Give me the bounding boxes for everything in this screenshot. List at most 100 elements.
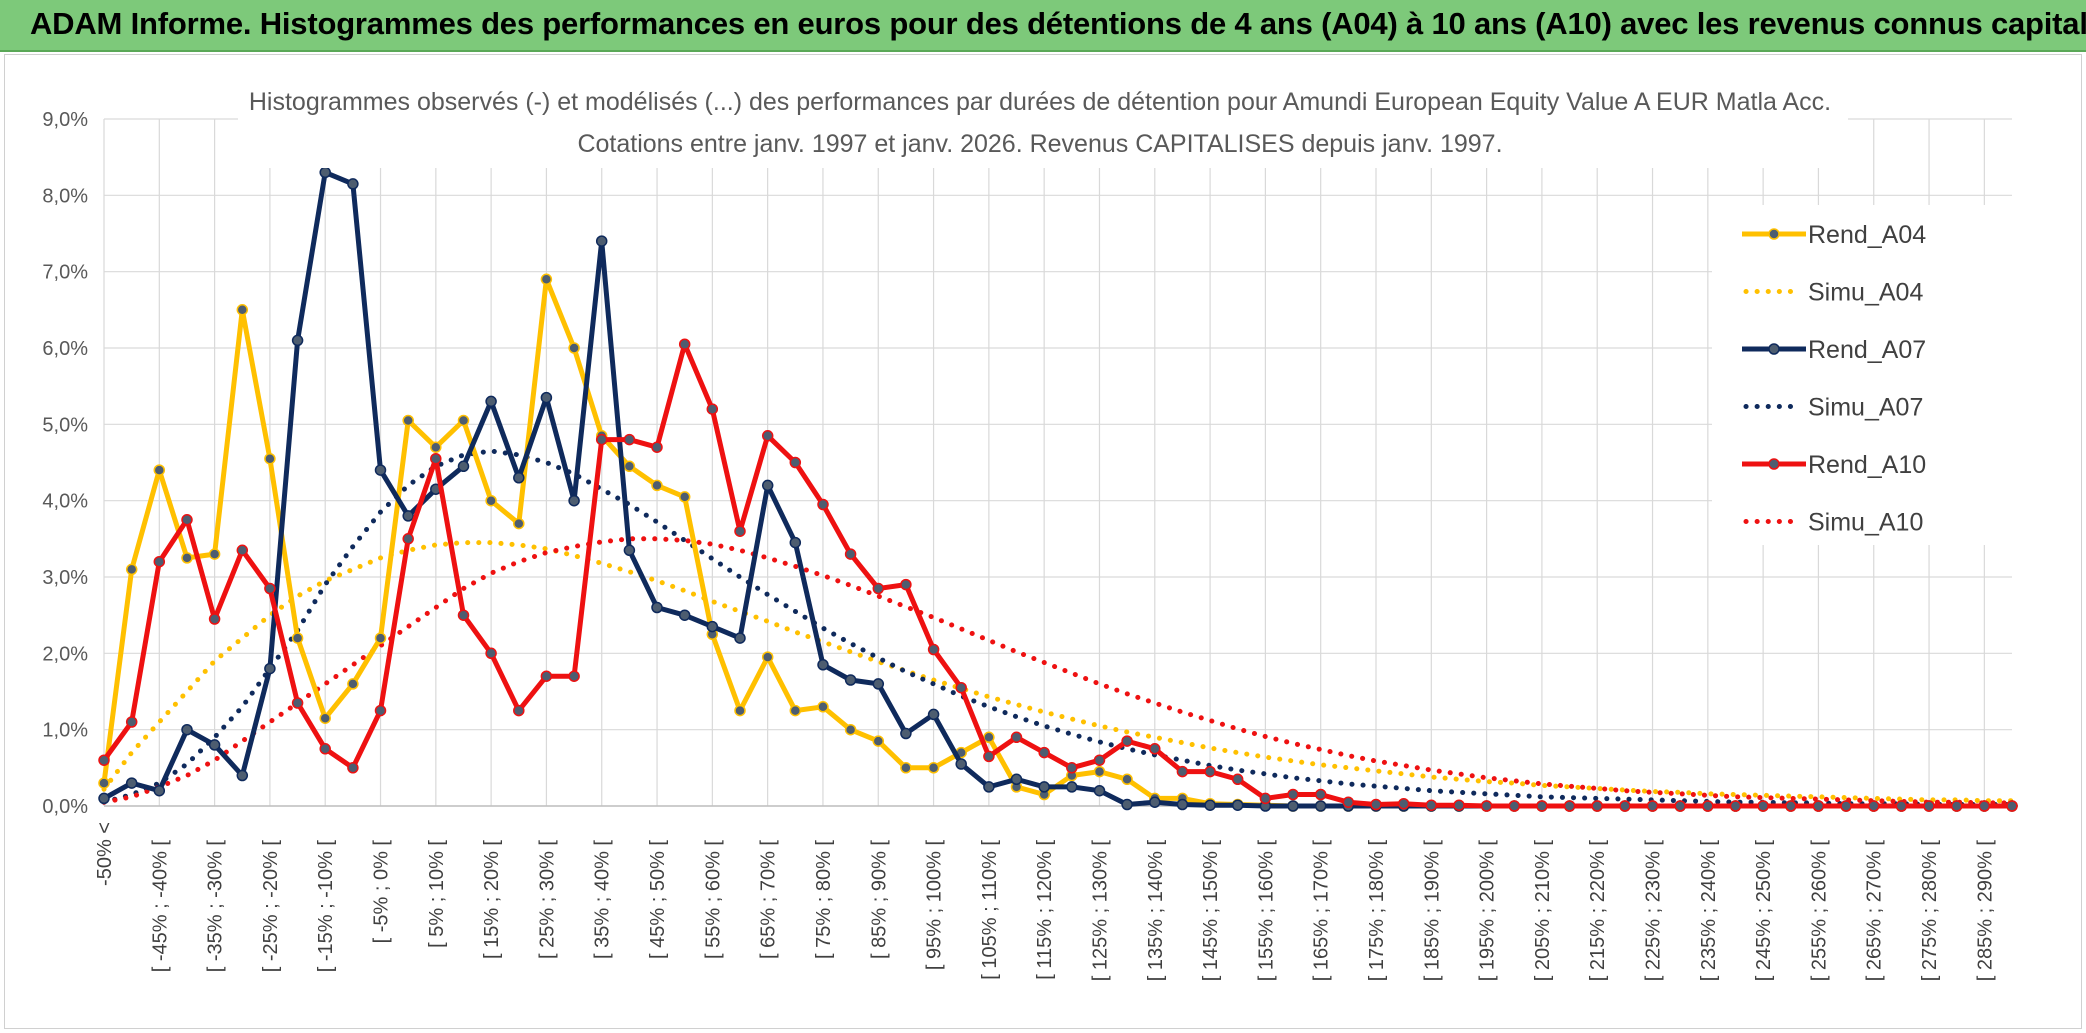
data-point — [872, 735, 885, 747]
data-point — [983, 750, 995, 763]
data-point — [1066, 762, 1078, 774]
x-tick-label: [ 225% ; 230% [ — [1643, 840, 1665, 982]
x-axis-ticks: -50% < [ -45% ; -40% [[ -35% ; -30% [[ -2… — [94, 822, 1996, 981]
y-tick-label: 9,0% — [42, 109, 88, 131]
data-point — [1038, 746, 1050, 759]
legend-entry-rend-a07: Rend_A07 — [1742, 336, 1926, 364]
x-tick-label: [ 25% ; 30% [ — [536, 840, 558, 959]
data-point — [1812, 800, 1825, 812]
y-tick-label: 6,0% — [42, 338, 88, 360]
report-title: ADAM Informe. Histogrammes des performan… — [30, 6, 2086, 41]
x-tick-label: [ 145% ; 150% [ — [1200, 840, 1222, 982]
legend-label: Simu_A07 — [1808, 394, 1923, 422]
series-line — [101, 536, 2015, 806]
y-tick-label: 2,0% — [42, 643, 88, 665]
data-point — [98, 754, 110, 766]
x-tick-label: [ 205% ; 210% [ — [1532, 840, 1554, 982]
data-point — [678, 491, 691, 503]
data-point — [1287, 800, 1299, 812]
legend-entry-rend-a04: Rend_A04 — [1742, 221, 1926, 249]
data-point — [1259, 792, 1272, 805]
data-point — [623, 433, 636, 446]
data-point — [1176, 798, 1189, 811]
data-point — [1674, 800, 1686, 812]
data-point — [402, 533, 414, 545]
series-line — [101, 540, 2015, 804]
data-point — [485, 647, 497, 660]
x-tick-label: [ 35% ; 40% [ — [592, 840, 614, 959]
legend-label: Rend_A10 — [1808, 451, 1926, 479]
y-tick-label: 7,0% — [42, 262, 88, 284]
legend-entry-simu-a04: Simu_A04 — [1743, 279, 1923, 307]
data-point — [651, 441, 663, 453]
y-tick-label: 8,0% — [42, 185, 88, 207]
data-point — [900, 762, 912, 774]
data-point — [1923, 800, 1935, 812]
x-tick-label: [ 245% ; 250% [ — [1753, 840, 1775, 982]
data-point — [1978, 800, 1991, 812]
series-line — [101, 448, 2015, 807]
data-point — [513, 472, 525, 484]
y-axis-ticks: 0,0% 1,0% 2,0% 3,0% 4,0% 5,0% 6,0% 7,0% 8,0% 9,0% — [42, 109, 88, 818]
data-point — [1231, 799, 1244, 811]
data-point — [844, 674, 857, 686]
legend: Rend_A04 Simu_A04 Rend_A07 Simu_A07 Rend_A10… — [1712, 205, 2012, 545]
x-tick-label: [ 135% ; 140% [ — [1145, 840, 1167, 982]
data-point — [153, 784, 166, 797]
x-tick-label: [ 255% ; 260% [ — [1808, 840, 1830, 982]
data-point — [1453, 799, 1465, 811]
x-tick-label: [ 85% ; 90% [ — [868, 840, 890, 959]
data-point — [291, 697, 304, 709]
data-point — [485, 395, 497, 408]
data-point — [125, 563, 138, 576]
data-point — [927, 643, 940, 656]
data-point — [983, 781, 995, 793]
legend-marker — [1768, 228, 1780, 240]
data-point — [1729, 800, 1742, 812]
data-point — [208, 548, 221, 560]
x-tick-label: [ 155% ; 160% [ — [1255, 840, 1277, 982]
data-point — [181, 514, 193, 526]
data-point — [1702, 800, 1714, 812]
x-tick-label: [ 5% ; 10% [ — [426, 840, 448, 948]
data-point — [872, 582, 885, 595]
data-point — [789, 456, 802, 469]
data-point — [1010, 731, 1023, 744]
data-point — [872, 678, 885, 690]
legend-label: Rend_A07 — [1808, 336, 1926, 364]
data-point — [402, 510, 414, 522]
data-point — [817, 498, 829, 511]
x-tick-label: [ 285% ; 290% [ — [1974, 840, 1996, 982]
x-tick-label: [ 115% ; 120% [ — [1034, 840, 1056, 980]
legend-entry-simu-a07: Simu_A07 — [1743, 394, 1923, 422]
data-point — [374, 704, 387, 717]
data-point — [900, 578, 912, 591]
data-point — [706, 620, 719, 633]
data-point — [1840, 800, 1852, 812]
x-tick-label: -50% < — [94, 822, 116, 886]
chart-frame — [4, 54, 2082, 1029]
data-point — [291, 334, 304, 347]
data-point — [1010, 773, 1023, 786]
x-tick-label: [ -5% ; 0% [ — [371, 840, 393, 944]
x-tick-label: [ -25% ; -20% [ — [260, 840, 282, 973]
x-tick-label: [ -45% ; -40% [ — [149, 840, 171, 973]
y-tick-label: 3,0% — [42, 567, 88, 589]
data-point — [1093, 784, 1106, 797]
y-tick-label: 5,0% — [42, 414, 88, 436]
data-point — [983, 731, 995, 744]
data-point — [595, 433, 608, 446]
data-point — [1646, 800, 1659, 812]
data-point — [568, 342, 580, 354]
data-point — [1619, 800, 1631, 812]
data-point — [540, 273, 553, 286]
data-point — [678, 338, 691, 350]
x-tick-label: [ -15% ; -10% [ — [315, 840, 337, 973]
legend-label: Simu_A10 — [1808, 509, 1923, 537]
data-point — [347, 762, 359, 774]
data-point — [955, 758, 967, 770]
data-point — [1121, 773, 1133, 786]
x-tick-label: [ 75% ; 80% [ — [813, 840, 835, 959]
data-point — [1066, 781, 1078, 793]
